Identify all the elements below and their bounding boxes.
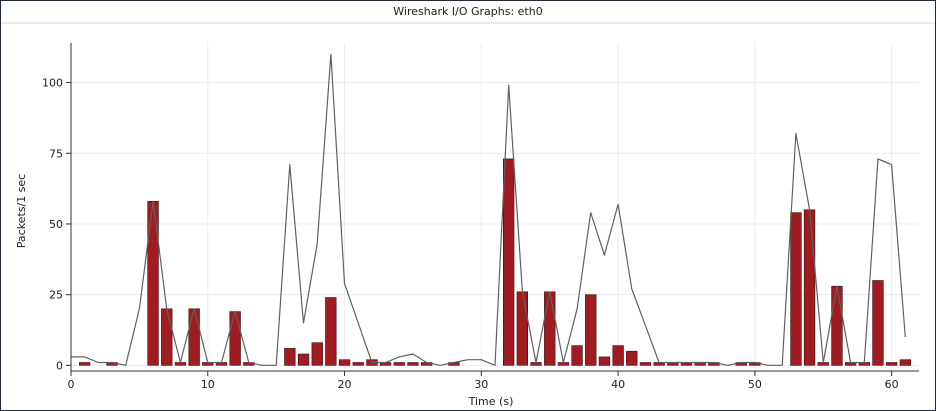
bar-series (79, 158, 911, 366)
window-title: Wireshark I/O Graphs: eth0 (393, 5, 542, 18)
x-tick-label: 40 (611, 378, 625, 391)
bar (885, 362, 898, 366)
x-tick-label: 50 (748, 378, 762, 391)
bar (899, 359, 911, 366)
y-axis-label: Packets/1 sec (15, 174, 28, 248)
line-series (71, 53, 906, 366)
bar (311, 342, 323, 366)
y-tick-label: 25 (49, 289, 63, 302)
bar (831, 285, 843, 366)
bar (585, 294, 597, 366)
bar (612, 345, 624, 366)
x-tick-label: 60 (885, 378, 899, 391)
bar (188, 308, 200, 366)
bar (544, 291, 556, 366)
series-line (71, 53, 906, 366)
bar (161, 308, 173, 366)
tick-labels: 0 10 20 30 40 50 60 0 25 50 75 100 (42, 77, 899, 391)
bar (626, 350, 638, 366)
x-tick-label: 30 (474, 378, 488, 391)
bar (284, 348, 296, 366)
bar (338, 359, 351, 366)
bar (229, 311, 241, 366)
bar (502, 158, 515, 366)
bar (639, 362, 652, 366)
bar (790, 212, 802, 366)
bar (352, 362, 364, 366)
bar (325, 297, 337, 366)
bar (79, 362, 91, 366)
x-axis-label: Time (s) (468, 395, 514, 408)
axes (66, 43, 919, 376)
bar (516, 291, 528, 366)
x-tick-label: 20 (338, 378, 352, 391)
bar (803, 209, 816, 366)
bar (872, 280, 884, 366)
bar (297, 353, 310, 366)
y-tick-label: 50 (49, 218, 63, 231)
bar (407, 362, 419, 366)
bar (571, 345, 583, 366)
y-tick-label: 0 (56, 359, 63, 372)
bar (393, 362, 405, 366)
x-tick-label: 10 (201, 378, 215, 391)
y-tick-label: 100 (42, 77, 63, 90)
x-tick-label: 0 (68, 378, 75, 391)
y-tick-label: 75 (49, 147, 63, 160)
bar (598, 356, 611, 366)
